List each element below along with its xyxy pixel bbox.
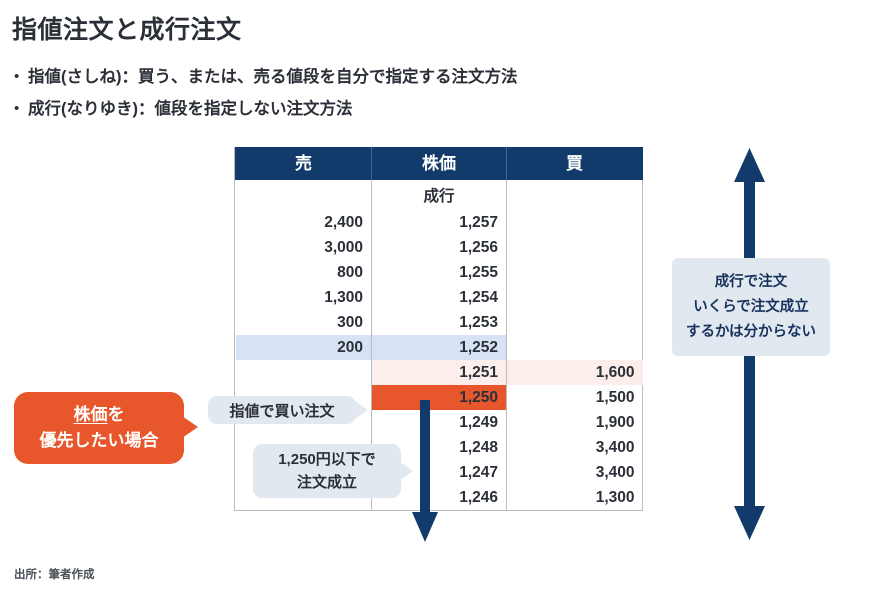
callout-fill-line1: 1,250円以下で [278,451,376,468]
bullet-dot-icon: • [14,100,20,117]
cell-buy: 1,500 [506,385,643,410]
bullet-dot-icon: • [14,68,20,85]
callout-tail [355,401,368,419]
cell-sell: 300 [235,310,372,335]
cell-sell: 200 [235,335,372,360]
cell-sell: 2,400 [235,210,372,235]
callout-underlined-word: 株価 [73,405,108,424]
callout-limit-buy-text: 指値で買い注文 [229,402,335,420]
page-title: 指値注文と成行注文 [12,16,242,44]
cell-buy: 3,400 [506,435,643,460]
down-arrow-icon [412,400,438,542]
table-row: 3,000 1,256 [235,235,643,260]
cell-sell [235,360,372,385]
table-row-market: 成行 [235,180,643,210]
cell-buy: 3,400 [506,460,643,485]
table-row: 2,400 1,257 [235,210,643,235]
note-line-3: するかは分からない [686,323,816,340]
cell-price: 1,249 [371,410,507,435]
callout-tail [400,462,413,480]
callout-price-priority: 株価を 優先したい場合 [14,392,198,464]
column-header-price: 株価 [371,147,507,180]
note-line-2: いくらで注文成立 [693,298,809,315]
table-row: 300 1,253 [235,310,643,335]
cell-buy: 1,900 [506,410,643,435]
callout-tail [182,416,198,438]
cell-buy: 1,600 [506,360,643,385]
column-header-sell: 売 [235,147,372,180]
cell-price: 1,256 [371,235,507,260]
cell-buy [506,335,643,360]
cell-buy [506,235,643,260]
cell-buy [506,260,643,285]
cell-market-label: 成行 [371,180,507,210]
cell-price: 1,254 [371,285,507,310]
table-row: 800 1,255 [235,260,643,285]
cell-buy [506,180,643,210]
callout-price-priority-line2: 優先したい場合 [39,431,159,450]
cell-sell: 800 [235,260,372,285]
cell-price: 1,250 [371,385,507,410]
callout-price-priority-line1: 株価を [74,402,125,428]
table-header-row: 売 株価 買 [235,147,643,180]
cell-sell: 1,300 [235,285,372,310]
list-item: • 成行(なりゆき)：値段を指定しない注文方法 [14,96,734,122]
cell-price: 1,257 [371,210,507,235]
note-market-order: 成行で注文 いくらで注文成立 するかは分からない [672,258,830,356]
cell-price: 1,251 [371,360,507,385]
cell-price: 1,252 [371,335,507,360]
cell-buy [506,210,643,235]
bullet-list: • 指値(さしね)：買う、または、売る値段を自分で指定する注文方法 • 成行(な… [14,64,734,128]
note-line-1: 成行で注文 [714,273,788,290]
cell-price: 1,255 [371,260,507,285]
table-row: 1,251 1,600 [235,360,643,385]
source-credit: 出所：筆者作成 [14,569,95,581]
table-row: 1,300 1,254 [235,285,643,310]
callout-fill-line2: 注文成立 [296,474,357,491]
callout-line1-rest: を [107,405,125,424]
cell-buy [506,285,643,310]
callout-fill-condition: 1,250円以下で 注文成立 [253,444,413,498]
cell-price: 1,253 [371,310,507,335]
cell-sell: 3,000 [235,235,372,260]
callout-limit-buy-order: 指値で買い注文 [208,396,368,424]
cell-price: 1,246 [371,485,507,510]
cell-buy: 1,300 [506,485,643,510]
bullet-text: 指値(さしね)：買う、または、売る値段を自分で指定する注文方法 [28,68,518,86]
cell-sell [235,180,372,210]
bullet-text: 成行(なりゆき)：値段を指定しない注文方法 [28,100,353,118]
cell-buy [506,310,643,335]
list-item: • 指値(さしね)：買う、または、売る値段を自分で指定する注文方法 [14,64,734,90]
column-header-buy: 買 [506,147,643,180]
table-row: 200 1,252 [235,335,643,360]
